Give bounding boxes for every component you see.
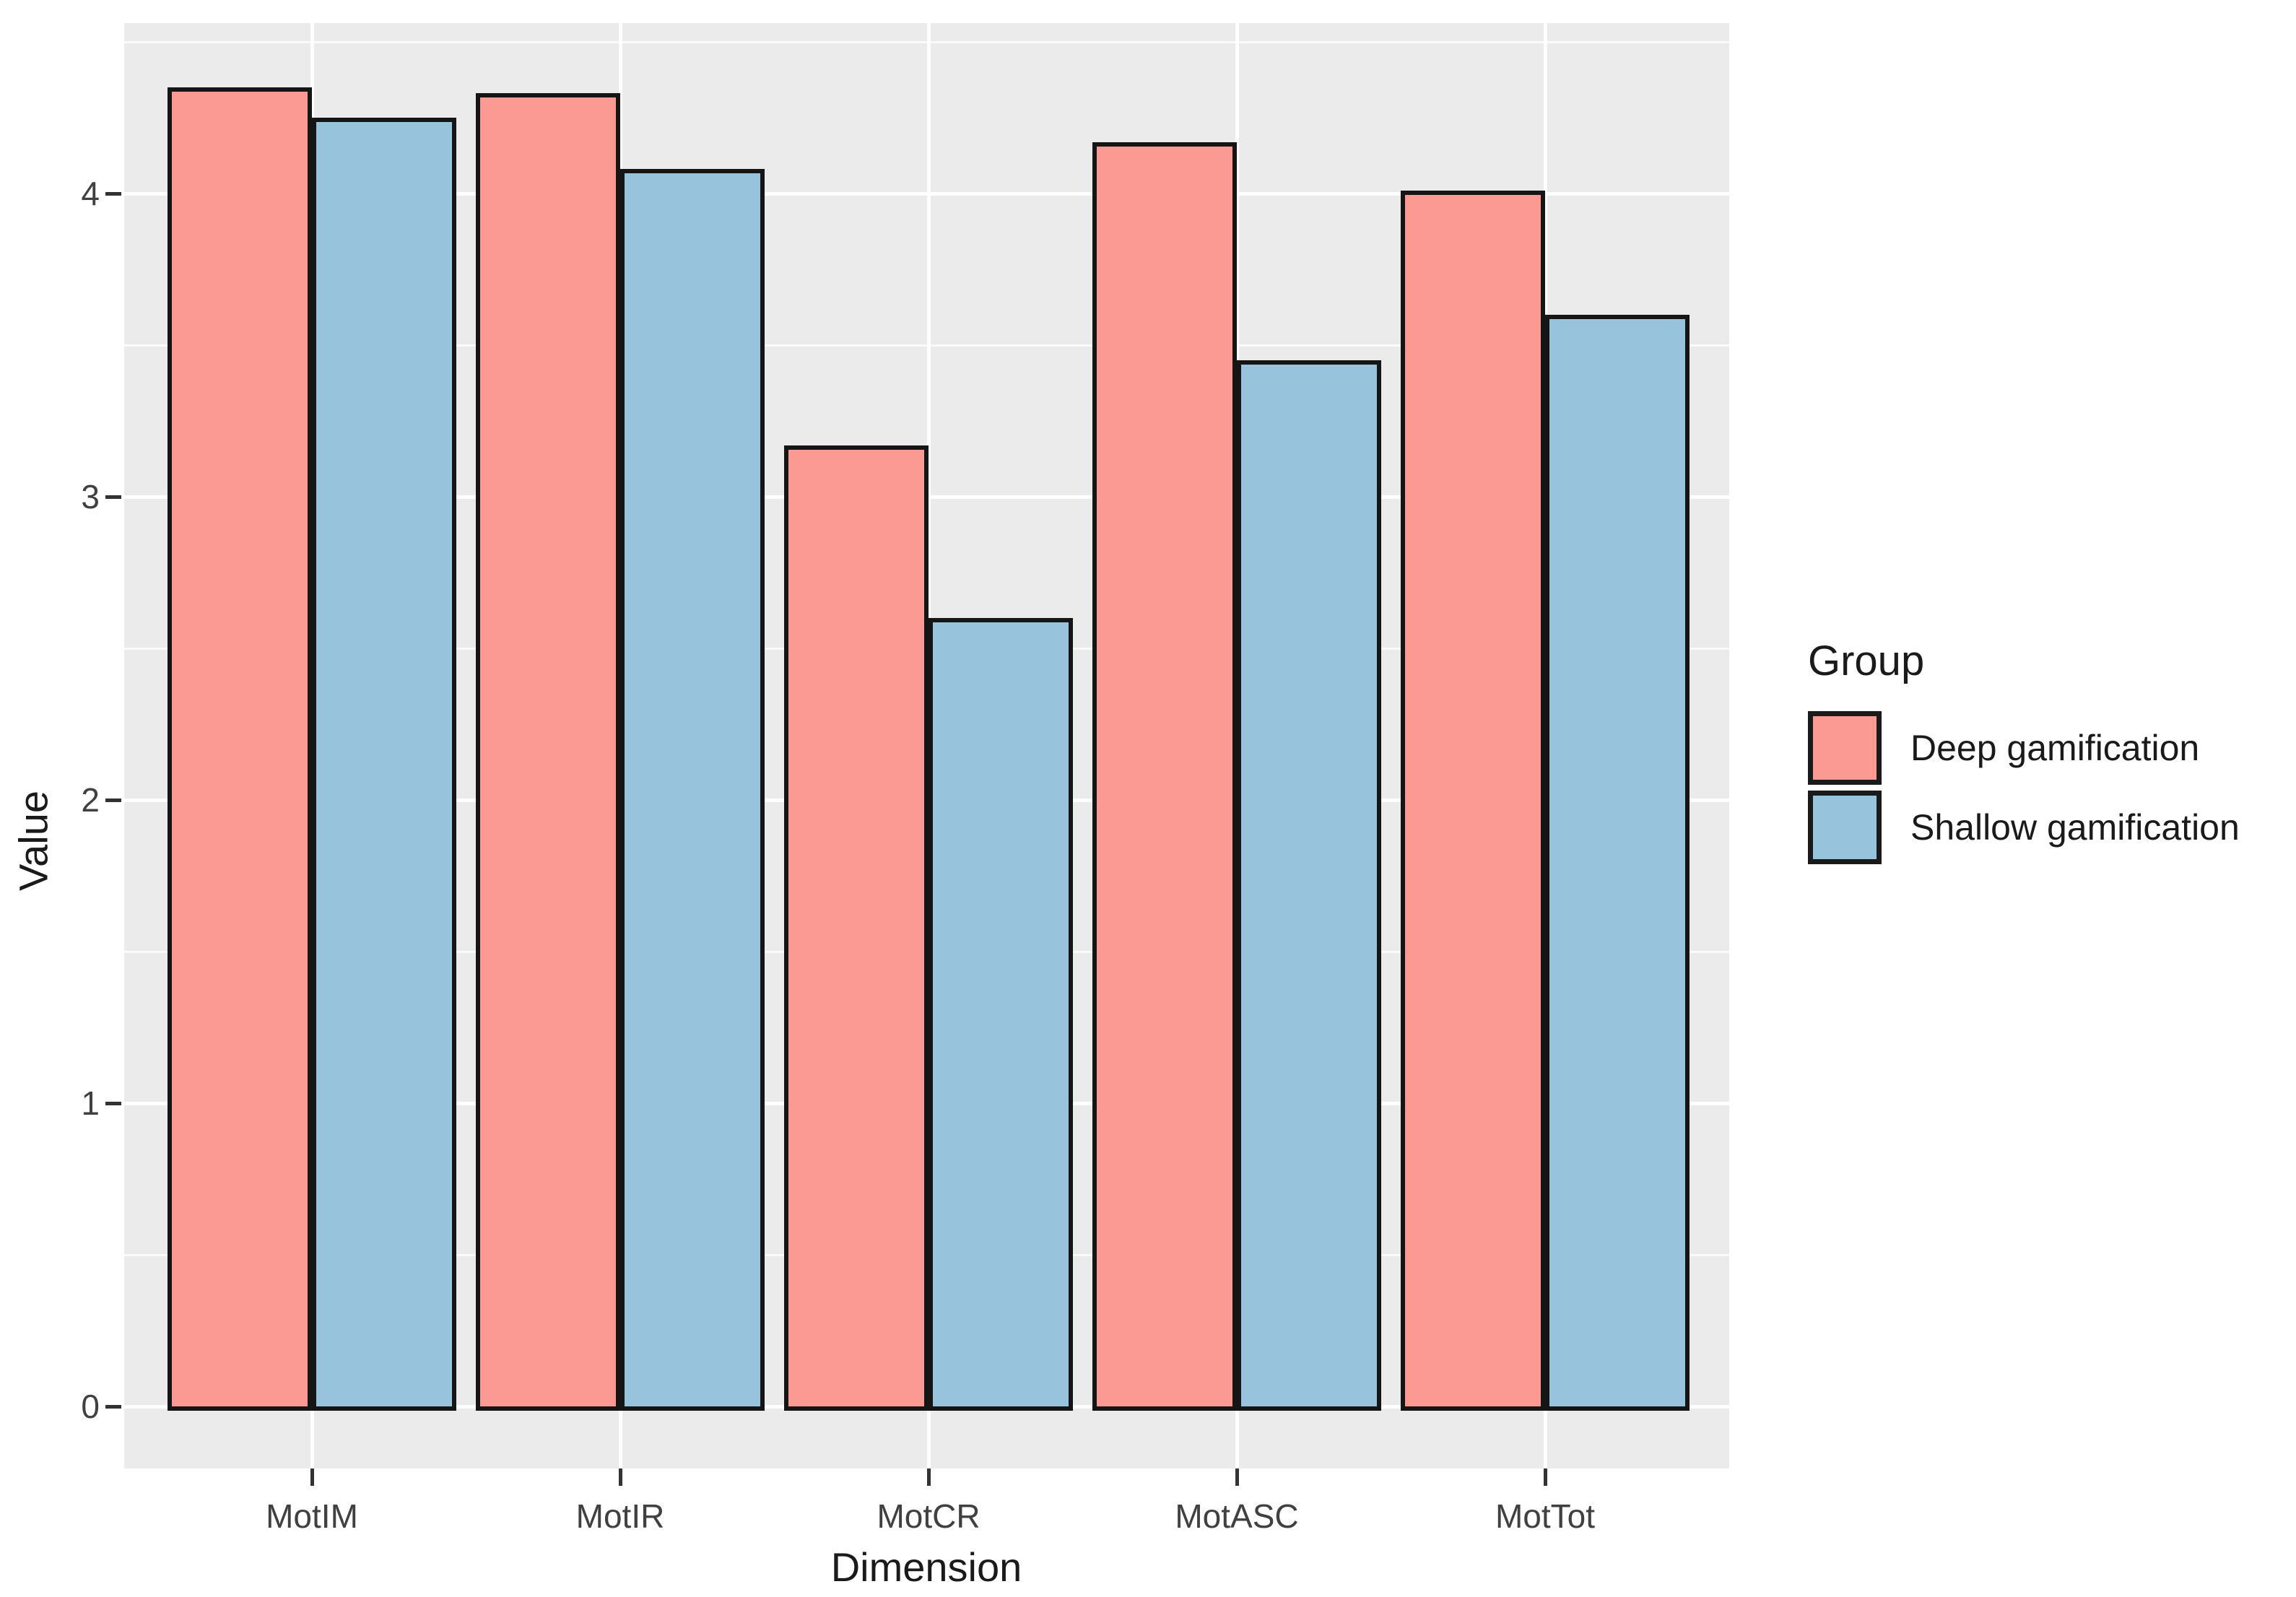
x-tick-label: MotTot — [1495, 1497, 1596, 1535]
bar-MotIM-shallow — [312, 118, 456, 1411]
legend-label: Deep gamification — [1910, 728, 2200, 768]
legend-label: Shallow gamification — [1910, 807, 2240, 848]
y-axis-title: Value — [10, 790, 56, 892]
legend-item: Shallow gamification — [1808, 791, 2240, 864]
legend: Group Deep gamification Shallow gamificat… — [1808, 637, 2240, 870]
bar-MotTot-deep — [1401, 190, 1545, 1411]
x-tick-mark — [619, 1468, 622, 1486]
bar-MotASC-deep — [1092, 142, 1237, 1411]
x-tick-mark — [1235, 1468, 1239, 1486]
bar-MotIR-shallow — [620, 169, 765, 1411]
minor-gridline — [124, 41, 1729, 43]
legend-swatch — [1808, 711, 1882, 785]
plot-panel — [124, 23, 1729, 1468]
y-tick-mark — [105, 495, 121, 499]
x-tick-label: MotCR — [877, 1497, 980, 1535]
y-tick-mark — [105, 1102, 121, 1105]
y-tick-label: 1 — [81, 1084, 100, 1122]
x-tick-label: MotIR — [575, 1497, 665, 1535]
x-tick-mark — [927, 1468, 931, 1486]
bar-MotTot-shallow — [1545, 315, 1690, 1411]
x-axis-title: Dimension — [830, 1544, 1022, 1590]
y-tick-mark — [105, 798, 121, 802]
legend-swatch — [1808, 791, 1882, 864]
bar-MotCR-deep — [784, 445, 929, 1411]
legend-item: Deep gamification — [1808, 711, 2240, 785]
legend-items: Deep gamification Shallow gamification — [1808, 711, 2240, 864]
bar-MotCR-shallow — [929, 618, 1073, 1411]
bar-MotIR-deep — [476, 93, 620, 1411]
y-tick-mark — [105, 192, 121, 196]
minor-gridline — [124, 344, 1729, 347]
x-tick-label: MotASC — [1175, 1497, 1299, 1535]
y-tick-label: 3 — [81, 478, 100, 515]
major-gridline — [124, 192, 1729, 196]
y-tick-label: 4 — [81, 175, 100, 212]
legend-title: Group — [1808, 638, 1925, 684]
y-tick-mark — [105, 1405, 121, 1409]
x-tick-mark — [310, 1468, 314, 1486]
bar-MotIM-deep — [168, 87, 312, 1411]
x-tick-mark — [1544, 1468, 1547, 1486]
x-tick-label: MotIM — [266, 1497, 358, 1535]
y-tick-label: 0 — [81, 1388, 100, 1425]
bar-MotASC-shallow — [1237, 360, 1381, 1411]
y-tick-label: 2 — [81, 781, 100, 819]
